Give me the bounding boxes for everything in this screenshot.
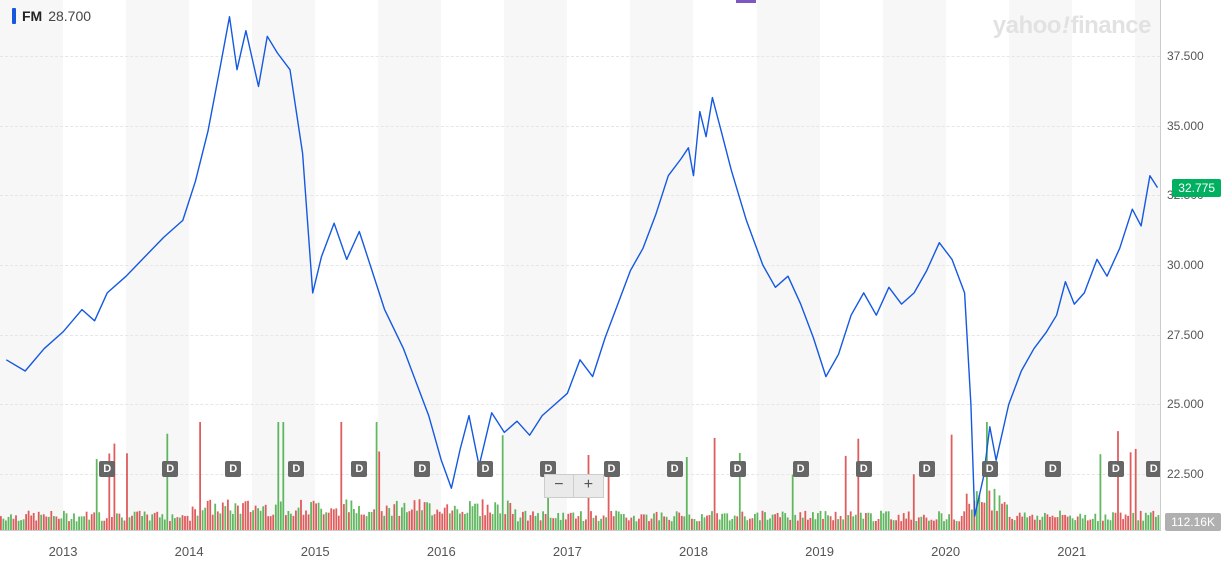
dividend-marker[interactable]: D — [856, 461, 872, 477]
dividend-marker[interactable]: D — [477, 461, 493, 477]
x-tick-label: 2014 — [175, 544, 204, 559]
dividend-marker[interactable]: D — [351, 461, 367, 477]
zoom-out-button[interactable]: − — [544, 474, 574, 498]
dividend-marker[interactable]: D — [604, 461, 620, 477]
x-tick-label: 2015 — [301, 544, 330, 559]
current-volume-flag: 112.16K — [1165, 513, 1221, 531]
dividend-marker[interactable]: D — [1045, 461, 1061, 477]
x-tick-label: 2018 — [679, 544, 708, 559]
x-axis: 2013 2014 2015 2016 2017 2018 2019 2020 2021 — [0, 530, 1160, 570]
y-tick-label: 35.000 — [1167, 119, 1204, 133]
x-tick-label: 2019 — [805, 544, 834, 559]
x-tick-label: 2017 — [553, 544, 582, 559]
dividend-marker[interactable]: D — [162, 461, 178, 477]
x-tick-label: 2020 — [931, 544, 960, 559]
zoom-controls: −+ — [544, 474, 604, 498]
dividend-marker[interactable]: D — [793, 461, 809, 477]
x-tick-label: 2013 — [49, 544, 78, 559]
ticker-color-mark — [12, 8, 16, 24]
ticker-badge[interactable]: FM 28.700 — [12, 8, 91, 24]
dividend-marker[interactable]: D — [99, 461, 115, 477]
dividend-marker[interactable]: D — [288, 461, 304, 477]
dividend-marker[interactable]: D — [982, 461, 998, 477]
y-tick-label: 37.500 — [1167, 49, 1204, 63]
dividend-marker[interactable]: D — [1146, 461, 1161, 477]
y-axis: 22.50025.00027.50030.00032.50035.00037.5… — [1161, 0, 1221, 530]
ticker-symbol: FM — [22, 8, 42, 24]
y-tick-label: 25.000 — [1167, 397, 1204, 411]
dividend-marker[interactable]: D — [919, 461, 935, 477]
dividend-marker[interactable]: D — [730, 461, 746, 477]
dividend-marker[interactable]: D — [225, 461, 241, 477]
x-tick-label: 2021 — [1057, 544, 1086, 559]
dividend-marker[interactable]: D — [1108, 461, 1124, 477]
dividend-marker[interactable]: D — [667, 461, 683, 477]
zoom-in-button[interactable]: + — [573, 474, 604, 498]
ticker-last-price: 28.700 — [48, 8, 91, 24]
y-tick-label: 27.500 — [1167, 328, 1204, 342]
y-tick-label: 22.500 — [1167, 467, 1204, 481]
stock-chart: DDDDDDDDDDDDDDDDDD−+ 22.50025.00027.5003… — [0, 0, 1221, 576]
current-price-flag: 32.775 — [1172, 179, 1221, 197]
y-tick-label: 30.000 — [1167, 258, 1204, 272]
price-line — [0, 0, 1160, 530]
x-tick-label: 2016 — [427, 544, 456, 559]
plot-area[interactable]: DDDDDDDDDDDDDDDDDD−+ — [0, 0, 1161, 531]
dividend-marker[interactable]: D — [414, 461, 430, 477]
